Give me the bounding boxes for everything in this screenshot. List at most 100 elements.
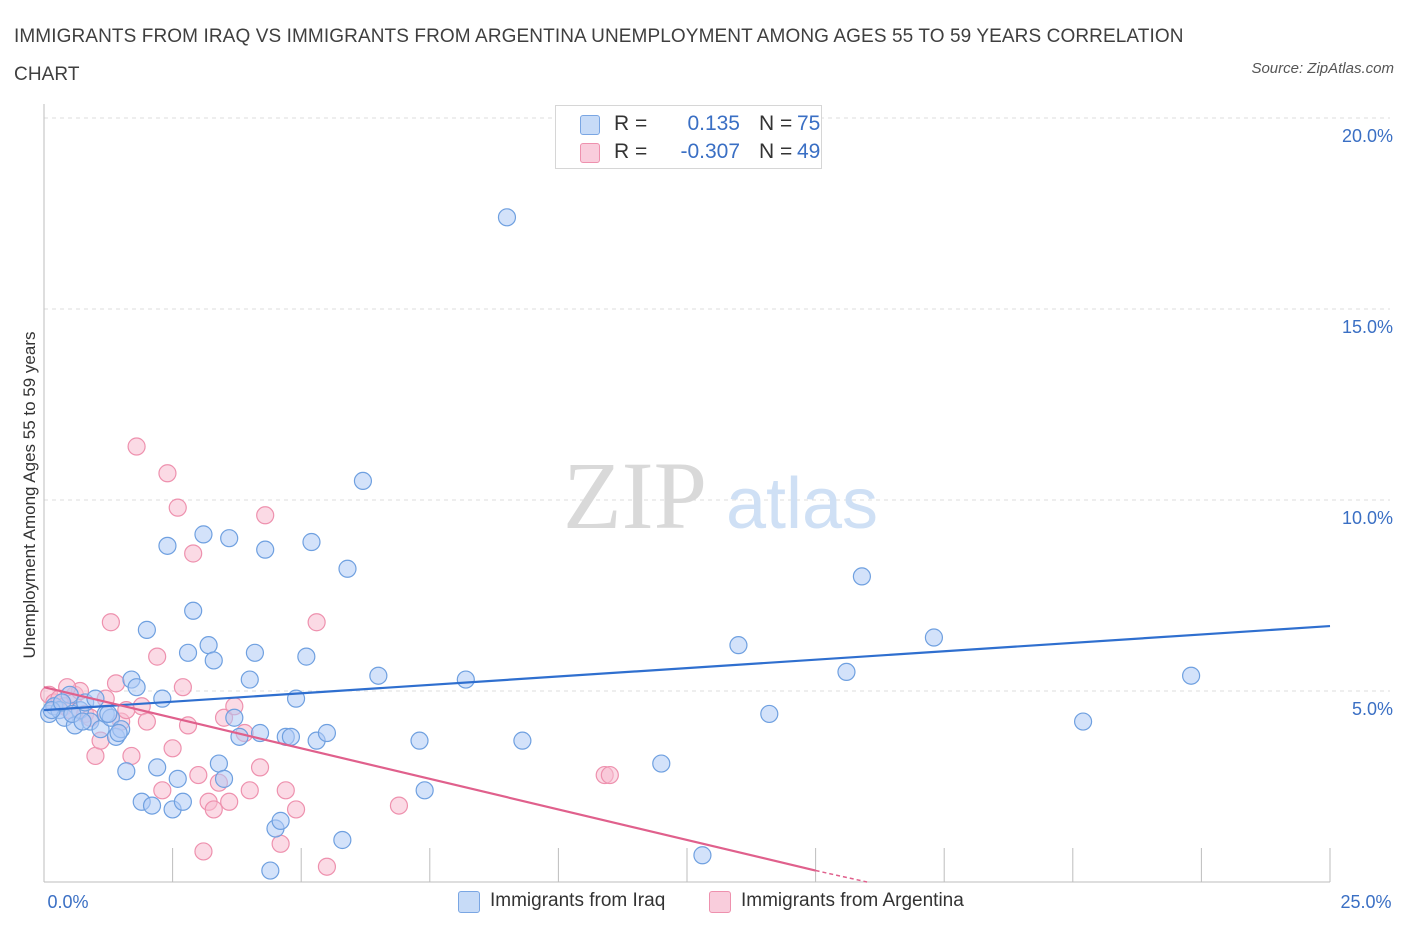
point-iraq-17 (127, 678, 146, 697)
point-argentina-13 (106, 674, 126, 693)
point-iraq-22 (153, 689, 172, 708)
series-swatch-iraq (458, 891, 480, 913)
point-iraq-52 (338, 559, 357, 578)
legend-r-value-iraq: 0.135 (687, 112, 740, 135)
point-argentina-23 (163, 739, 182, 758)
point-argentina-25 (173, 678, 192, 697)
point-argentina-21 (153, 781, 172, 800)
point-iraq-33 (214, 769, 234, 788)
point-iraq-70 (52, 693, 72, 712)
point-argentina-34 (220, 792, 239, 811)
point-argentina-41 (276, 781, 295, 800)
point-argentina-38 (250, 758, 270, 777)
point-iraq-50 (317, 723, 337, 743)
series-label-iraq: Immigrants from Iraq (490, 890, 666, 911)
point-iraq-55 (410, 731, 429, 750)
point-iraq-19 (137, 620, 156, 639)
legend-n-value-argentina: 49 (797, 140, 821, 163)
legend-n-label: N = (759, 112, 793, 135)
point-iraq-38 (245, 643, 265, 662)
point-argentina-27 (184, 544, 203, 563)
point-iraq-73 (99, 704, 118, 724)
legend-swatch-argentina (580, 143, 600, 163)
point-iraq-30 (199, 636, 218, 655)
trend-line-argentina-extension (815, 869, 868, 883)
watermark-atlas: atlas (726, 464, 878, 544)
point-iraq-20 (142, 796, 162, 815)
point-argentina-29 (194, 842, 213, 861)
point-argentina-31 (204, 800, 223, 819)
axes (43, 104, 1331, 883)
trend-line-argentina (43, 686, 816, 872)
point-iraq-43 (271, 811, 290, 830)
point-iraq-26 (173, 792, 192, 811)
y-tick-label-3: 20.0% (1342, 126, 1393, 146)
legend-r-label: R = (614, 112, 648, 135)
source-credit: Source: ZipAtlas.com (1251, 60, 1394, 77)
y-tick-label-2: 15.0% (1342, 317, 1393, 337)
y-tick-label-1: 10.0% (1342, 508, 1393, 528)
point-iraq-72 (73, 712, 92, 731)
point-argentina-28 (189, 765, 208, 785)
point-iraq-32 (209, 754, 228, 773)
point-iraq-29 (194, 525, 213, 544)
legend-swatch-iraq (580, 115, 600, 135)
point-argentina-43 (307, 613, 326, 632)
point-argentina-39 (256, 506, 275, 525)
trend-line-iraq (43, 624, 1331, 712)
point-argentina-9 (86, 746, 105, 766)
point-iraq-54 (369, 666, 388, 685)
point-iraq-64 (837, 662, 856, 682)
point-iraq-31 (204, 651, 223, 670)
x-tick-label-max: 25.0% (1340, 892, 1391, 912)
point-argentina-22 (158, 464, 177, 483)
point-argentina-20 (148, 647, 167, 666)
point-argentina-12 (101, 613, 120, 632)
point-iraq-51 (333, 830, 352, 850)
point-iraq-58 (497, 208, 517, 227)
point-iraq-37 (240, 670, 259, 689)
point-iraq-61 (693, 846, 712, 865)
point-argentina-37 (240, 781, 259, 800)
point-iraq-21 (148, 758, 167, 777)
point-iraq-45 (281, 727, 301, 746)
point-iraq-47 (297, 647, 316, 666)
point-iraq-40 (256, 540, 275, 559)
y-tick-label-0: 5.0% (1352, 699, 1393, 719)
point-argentina-16 (122, 746, 141, 766)
legend-n-value-iraq: 75 (797, 112, 821, 135)
point-argentina-40 (271, 834, 290, 853)
point-argentina-47 (600, 765, 619, 785)
trend-lines (43, 624, 1331, 883)
point-iraq-74 (109, 723, 128, 743)
point-argentina-17 (127, 437, 146, 456)
point-iraq-63 (760, 704, 779, 724)
point-argentina-24 (168, 498, 187, 517)
point-iraq-66 (924, 628, 944, 647)
grid-lines (44, 117, 1390, 692)
point-iraq-36 (230, 727, 249, 746)
point-argentina-19 (137, 712, 156, 731)
y-tick-labels: 5.0% 10.0% 15.0% 20.0% (1342, 126, 1393, 719)
chart-title: IMMIGRANTS FROM IRAQ VS IMMIGRANTS FROM … (14, 26, 1184, 85)
point-iraq-48 (302, 532, 321, 552)
point-iraq-59 (513, 731, 532, 750)
point-argentina-42 (286, 800, 306, 819)
point-iraq-62 (729, 636, 748, 655)
legend-r-value-argentina: -0.307 (680, 140, 740, 163)
point-argentina-45 (389, 796, 409, 815)
legend-n-label: N = (759, 140, 793, 163)
watermark-zip: ZIP (563, 442, 707, 549)
point-iraq-15 (117, 762, 136, 781)
point-iraq-65 (852, 567, 871, 586)
series-label-argentina: Immigrants from Argentina (741, 890, 964, 911)
point-iraq-56 (415, 781, 434, 800)
point-iraq-60 (652, 754, 671, 773)
point-iraq-25 (168, 769, 187, 788)
point-iraq-53 (353, 471, 373, 490)
point-iraq-67 (1073, 712, 1093, 731)
point-iraq-34 (220, 529, 239, 548)
correlation-legend: R = 0.135 N = 75 R = -0.307 N = 49 (555, 105, 822, 169)
point-iraq-23 (158, 536, 177, 555)
